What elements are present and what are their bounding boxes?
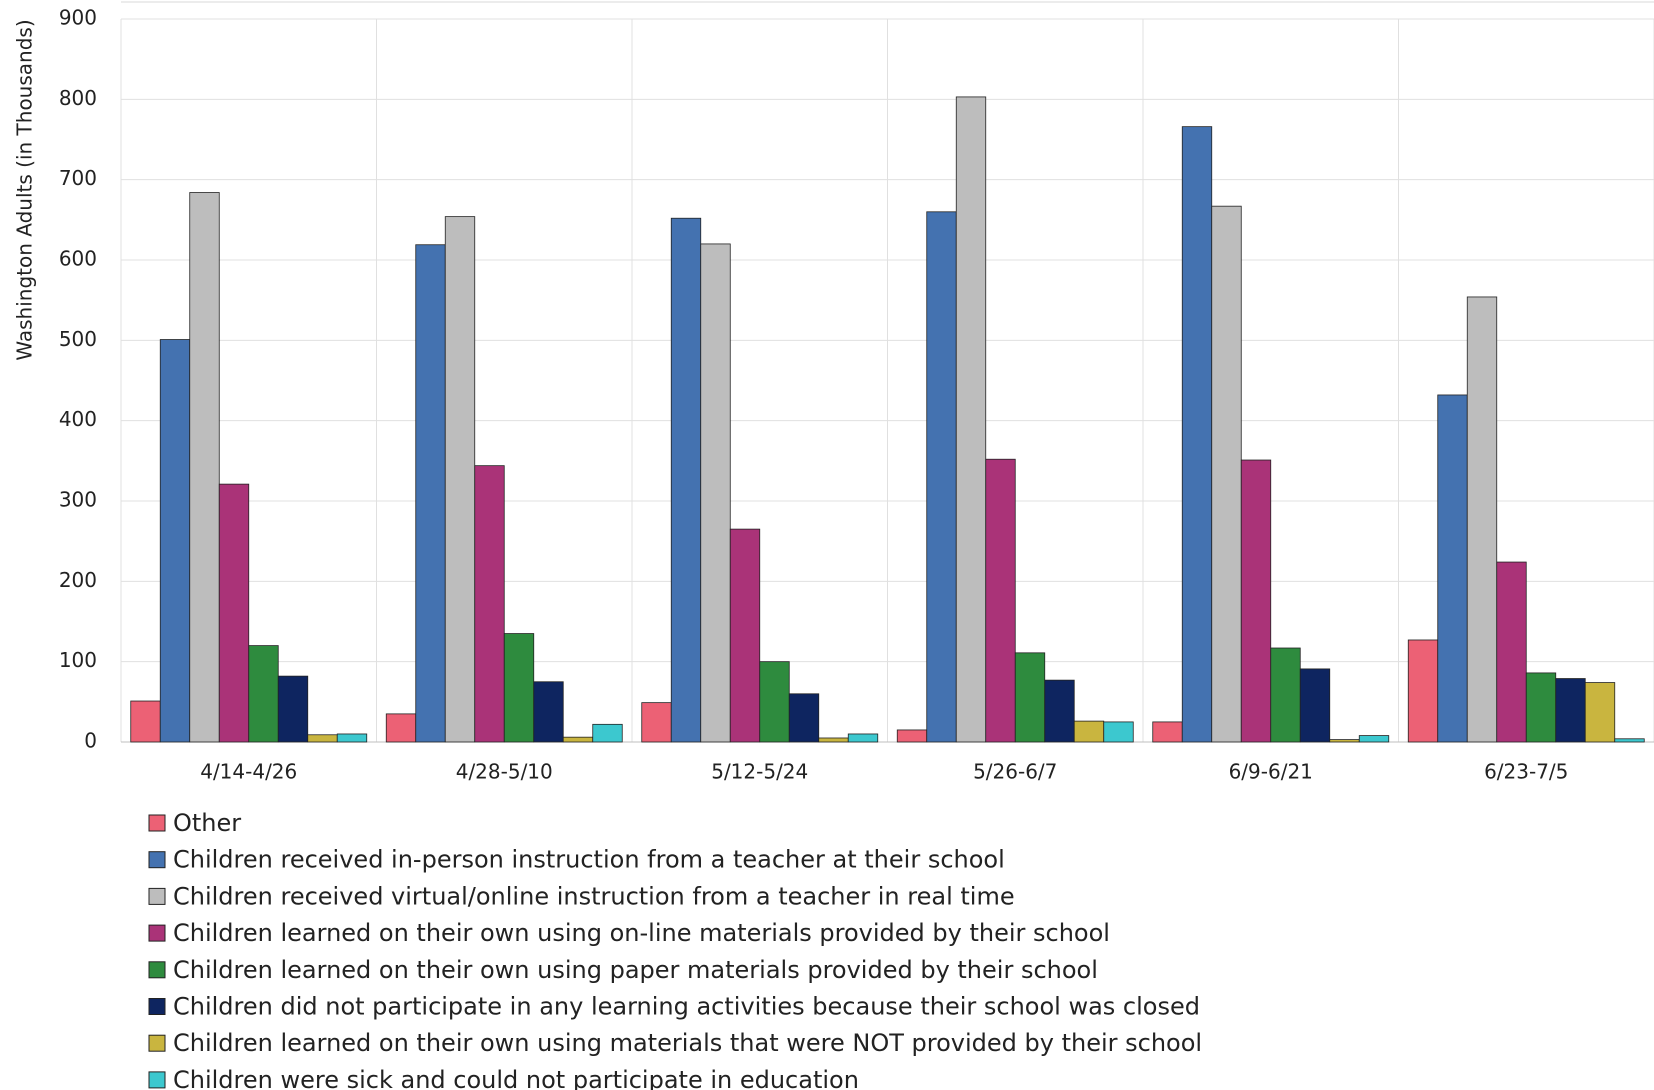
y-axis-title: Washington Adults (in Thousands) xyxy=(13,19,37,360)
x-tick-label: 5/26-6/7 xyxy=(973,760,1057,784)
bar xyxy=(1270,647,1301,743)
x-tick-label: 6/23-7/5 xyxy=(1484,760,1568,784)
bar xyxy=(218,483,250,743)
bar xyxy=(159,339,191,743)
bar xyxy=(1044,679,1075,743)
x-tick-label: 4/28-5/10 xyxy=(456,760,553,784)
bar xyxy=(533,681,564,743)
legend-label: Children received in-person instruction … xyxy=(173,846,1005,874)
legend-label: Children were sick and could not partici… xyxy=(173,1066,859,1090)
bar xyxy=(248,645,279,743)
legend-label: Children did not participate in any lear… xyxy=(173,993,1200,1021)
bar xyxy=(955,96,987,743)
x-tick-label: 6/9-6/21 xyxy=(1229,760,1313,784)
legend-label: Other xyxy=(173,809,241,837)
bar xyxy=(985,458,1016,743)
y-tick-label: 800 xyxy=(59,86,97,110)
bar xyxy=(336,733,368,743)
bar xyxy=(1329,739,1360,743)
y-tick-label: 100 xyxy=(59,648,97,672)
bar xyxy=(1181,126,1213,743)
bar xyxy=(1240,459,1272,743)
bar xyxy=(1073,720,1105,743)
bar xyxy=(189,192,220,743)
y-tick-label: 700 xyxy=(59,166,97,190)
x-tick-label: 5/12-5/24 xyxy=(711,760,808,784)
bar xyxy=(444,216,476,743)
legend-label: Children learned on their own using mate… xyxy=(173,1029,1202,1057)
legend-swatch xyxy=(148,814,166,832)
bar xyxy=(1437,394,1468,743)
bar xyxy=(1584,682,1616,743)
legend-swatch xyxy=(148,1071,166,1089)
bar xyxy=(1358,735,1390,743)
bar xyxy=(130,700,161,743)
bar xyxy=(1152,721,1183,743)
legend-label: Children learned on their own using on-l… xyxy=(173,919,1110,947)
bar xyxy=(1103,721,1134,743)
bar xyxy=(592,723,623,743)
legend-label: Children learned on their own using pape… xyxy=(173,956,1098,984)
bar xyxy=(759,661,790,743)
bar xyxy=(503,633,535,743)
bar xyxy=(1496,561,1527,743)
y-tick-label: 0 xyxy=(84,729,97,753)
bar xyxy=(1614,738,1645,743)
bar xyxy=(1299,668,1331,743)
bar xyxy=(700,243,731,743)
bar xyxy=(926,211,957,743)
bar xyxy=(1014,652,1046,743)
y-tick-label: 200 xyxy=(59,568,97,592)
x-tick-label: 4/14-4/26 xyxy=(200,760,297,784)
y-tick-label: 600 xyxy=(59,247,97,271)
legend-label: Children received virtual/online instruc… xyxy=(173,882,1015,910)
bar xyxy=(788,693,820,743)
bar xyxy=(896,729,928,743)
legend-swatch xyxy=(148,1034,166,1052)
bar xyxy=(729,528,761,743)
bar xyxy=(1407,639,1439,743)
bar xyxy=(1525,672,1557,743)
bar xyxy=(1555,678,1586,743)
legend-swatch xyxy=(148,851,166,869)
bar xyxy=(1466,296,1498,743)
legend-swatch xyxy=(148,924,166,942)
bar xyxy=(307,734,338,743)
bar xyxy=(562,736,594,743)
bar xyxy=(818,737,849,743)
legend-swatch xyxy=(148,961,166,979)
bar xyxy=(277,675,309,743)
bar xyxy=(385,713,417,743)
bar xyxy=(415,244,446,743)
y-tick-label: 300 xyxy=(59,488,97,512)
bar xyxy=(670,217,702,743)
bar xyxy=(1211,205,1242,743)
legend-swatch xyxy=(148,998,166,1015)
y-tick-label: 400 xyxy=(59,407,97,431)
legend-swatch xyxy=(148,887,166,905)
bar xyxy=(474,465,505,743)
y-tick-label: 500 xyxy=(59,327,97,351)
bar xyxy=(641,702,672,743)
bar xyxy=(847,733,879,743)
y-tick-label: 900 xyxy=(59,6,97,30)
